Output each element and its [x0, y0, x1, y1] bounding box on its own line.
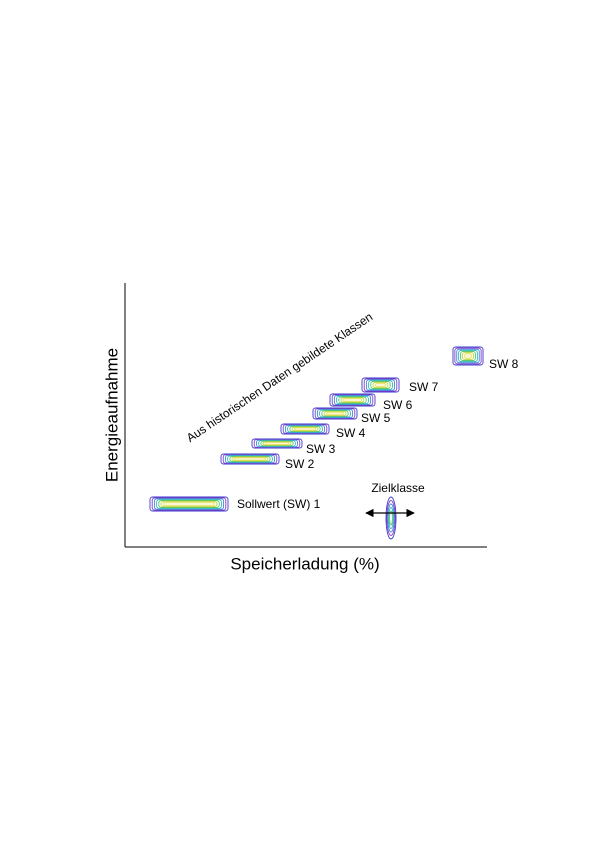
contour [284, 424, 326, 434]
contour [156, 499, 222, 509]
cluster-label: SW 4 [336, 426, 366, 440]
contour [374, 382, 387, 388]
contour [323, 410, 347, 417]
contour [233, 457, 267, 461]
target-contour [387, 503, 395, 533]
contour [452, 346, 484, 366]
contour [458, 349, 478, 363]
contour [151, 497, 227, 511]
target-contour [388, 507, 394, 529]
contour [260, 440, 294, 447]
contour [312, 407, 358, 420]
contour [461, 352, 475, 360]
cluster-label: Sollwert (SW) 1 [237, 497, 321, 511]
contour [162, 501, 216, 507]
cluster-label: SW 2 [285, 457, 315, 471]
contour [220, 453, 280, 465]
target-contour [386, 500, 396, 536]
cluster-label: SW 7 [409, 380, 439, 394]
contour [227, 455, 273, 463]
contour [325, 411, 345, 416]
contour [456, 348, 480, 364]
contour [280, 423, 330, 435]
contour [293, 427, 317, 431]
contour [160, 500, 218, 508]
contour [258, 440, 296, 447]
x-axis-label: Speicherladung (%) [230, 554, 379, 573]
contour [372, 381, 389, 389]
cluster-label: SW 5 [361, 411, 391, 425]
contour [149, 496, 229, 512]
contour [370, 381, 391, 389]
cluster-label: SW 8 [489, 357, 519, 371]
contour [342, 398, 363, 402]
contour [368, 380, 393, 390]
contour [338, 396, 367, 404]
contours [149, 346, 484, 540]
contour [231, 456, 269, 462]
contour [289, 426, 321, 432]
target-contour [385, 496, 397, 540]
contour [321, 410, 349, 417]
contour [287, 425, 323, 433]
contour [222, 454, 278, 464]
contour [454, 347, 482, 365]
contour [224, 454, 276, 464]
contour [282, 424, 328, 434]
cluster-label: SW 6 [383, 398, 413, 412]
target-label: Zielklasse [371, 481, 425, 495]
contour [251, 438, 303, 449]
contour [331, 394, 374, 406]
annotation: Aus historischen Daten gebildete Klassen [184, 310, 375, 445]
contour [365, 379, 396, 391]
contour [255, 439, 299, 448]
contour [229, 456, 271, 462]
contour [316, 408, 354, 419]
contour [264, 441, 290, 446]
contour [314, 408, 356, 419]
contour [340, 397, 365, 403]
contour [319, 409, 351, 418]
contour [291, 426, 319, 432]
contour [463, 353, 473, 359]
contour [153, 498, 225, 510]
contour [460, 351, 476, 361]
contour [361, 377, 400, 393]
contour [253, 439, 301, 448]
y-axis-label: Energieaufnahme [102, 348, 121, 482]
contour [329, 393, 376, 407]
contour [333, 395, 372, 405]
contour [363, 378, 398, 392]
contour [262, 441, 292, 446]
contour [158, 500, 220, 508]
cluster-label: SW 3 [306, 442, 336, 456]
contour [336, 395, 369, 405]
